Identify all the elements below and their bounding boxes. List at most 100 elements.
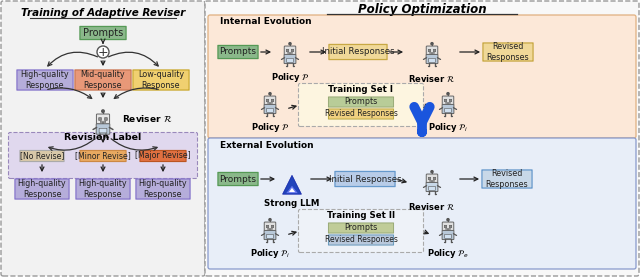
Circle shape	[269, 93, 271, 95]
Text: Revised
Responses: Revised Responses	[486, 169, 528, 189]
FancyBboxPatch shape	[76, 179, 130, 199]
Text: High-quality
Response: High-quality Response	[20, 70, 69, 90]
FancyBboxPatch shape	[449, 99, 452, 102]
Text: Policy Optimization: Policy Optimization	[358, 2, 486, 16]
FancyBboxPatch shape	[268, 102, 273, 104]
Circle shape	[447, 93, 449, 95]
Text: [Major Revise]: [Major Revise]	[135, 152, 191, 160]
FancyBboxPatch shape	[264, 222, 276, 231]
FancyBboxPatch shape	[97, 114, 109, 124]
FancyBboxPatch shape	[426, 174, 438, 183]
FancyBboxPatch shape	[291, 49, 294, 52]
FancyBboxPatch shape	[298, 83, 424, 127]
FancyBboxPatch shape	[328, 97, 394, 107]
FancyBboxPatch shape	[444, 225, 447, 228]
Text: Prompts: Prompts	[220, 175, 257, 183]
FancyBboxPatch shape	[218, 45, 258, 58]
FancyBboxPatch shape	[335, 171, 395, 186]
FancyBboxPatch shape	[140, 150, 186, 161]
FancyBboxPatch shape	[96, 124, 110, 134]
FancyBboxPatch shape	[271, 225, 274, 228]
FancyBboxPatch shape	[429, 180, 435, 181]
FancyBboxPatch shape	[266, 225, 269, 228]
Text: Training of Adaptive Reviser: Training of Adaptive Reviser	[21, 8, 185, 18]
Text: External Evolution: External Evolution	[220, 142, 314, 150]
FancyBboxPatch shape	[328, 109, 394, 119]
FancyBboxPatch shape	[429, 186, 435, 190]
Text: High-quality
Response: High-quality Response	[18, 179, 67, 199]
FancyBboxPatch shape	[264, 104, 276, 114]
Text: Low-quality
Response: Low-quality Response	[138, 70, 184, 90]
Circle shape	[102, 110, 104, 112]
Circle shape	[447, 219, 449, 221]
Text: Policy $\mathcal{P}$: Policy $\mathcal{P}$	[271, 71, 310, 84]
FancyBboxPatch shape	[426, 183, 438, 192]
FancyBboxPatch shape	[428, 49, 431, 52]
Text: Policy $\mathcal{P}_i$: Policy $\mathcal{P}_i$	[428, 122, 468, 135]
FancyBboxPatch shape	[433, 177, 436, 179]
FancyBboxPatch shape	[104, 118, 108, 120]
Text: [Minor Revise]: [Minor Revise]	[75, 152, 131, 160]
Text: Policy $\mathcal{P}$: Policy $\mathcal{P}$	[250, 122, 289, 135]
FancyBboxPatch shape	[271, 99, 274, 102]
FancyBboxPatch shape	[428, 177, 431, 179]
FancyBboxPatch shape	[442, 96, 454, 105]
FancyBboxPatch shape	[286, 49, 289, 52]
FancyBboxPatch shape	[442, 104, 454, 114]
FancyBboxPatch shape	[328, 223, 394, 233]
Polygon shape	[289, 188, 295, 192]
FancyBboxPatch shape	[329, 44, 387, 60]
Text: Reviser $\mathcal{R}$: Reviser $\mathcal{R}$	[122, 114, 172, 124]
Text: Initial Responses: Initial Responses	[322, 47, 394, 57]
Circle shape	[431, 171, 433, 173]
FancyBboxPatch shape	[80, 26, 126, 40]
Text: High-quality
Response: High-quality Response	[79, 179, 127, 199]
FancyBboxPatch shape	[80, 150, 126, 161]
FancyBboxPatch shape	[218, 173, 258, 186]
Text: Policy $\mathcal{P}_e$: Policy $\mathcal{P}_e$	[427, 248, 469, 260]
Circle shape	[431, 43, 433, 45]
Circle shape	[269, 219, 271, 221]
FancyBboxPatch shape	[133, 70, 189, 90]
FancyBboxPatch shape	[75, 70, 131, 90]
FancyBboxPatch shape	[1, 1, 205, 276]
FancyBboxPatch shape	[287, 58, 293, 62]
FancyBboxPatch shape	[100, 121, 106, 123]
FancyBboxPatch shape	[445, 228, 451, 230]
Text: +: +	[98, 45, 108, 58]
Text: Prompts: Prompts	[344, 224, 378, 232]
Text: Reviser $\mathcal{R}$: Reviser $\mathcal{R}$	[408, 73, 456, 83]
FancyBboxPatch shape	[429, 58, 435, 62]
FancyBboxPatch shape	[433, 49, 436, 52]
Text: Mid-quality
Response: Mid-quality Response	[81, 70, 125, 90]
FancyBboxPatch shape	[298, 209, 424, 253]
FancyBboxPatch shape	[426, 46, 438, 55]
FancyBboxPatch shape	[287, 52, 292, 53]
FancyBboxPatch shape	[445, 102, 451, 104]
FancyBboxPatch shape	[328, 235, 394, 245]
Text: [No Revise]: [No Revise]	[20, 152, 64, 160]
Text: Revised
Responses: Revised Responses	[486, 42, 529, 62]
FancyBboxPatch shape	[264, 230, 276, 240]
FancyBboxPatch shape	[99, 118, 101, 120]
FancyBboxPatch shape	[99, 128, 107, 133]
Text: Strong LLM: Strong LLM	[264, 199, 320, 209]
FancyBboxPatch shape	[136, 179, 190, 199]
FancyBboxPatch shape	[208, 15, 636, 138]
FancyBboxPatch shape	[444, 99, 447, 102]
Text: Training Set I: Training Set I	[328, 86, 394, 94]
Circle shape	[289, 43, 291, 45]
Text: Revised Responses: Revised Responses	[324, 235, 397, 245]
FancyBboxPatch shape	[429, 52, 435, 53]
Text: Reviser $\mathcal{R}$: Reviser $\mathcal{R}$	[408, 201, 456, 212]
Text: Revision Label: Revision Label	[65, 132, 141, 142]
FancyBboxPatch shape	[426, 55, 438, 63]
Polygon shape	[282, 175, 301, 194]
FancyBboxPatch shape	[482, 170, 532, 188]
Text: Initial Responses: Initial Responses	[329, 175, 401, 183]
FancyBboxPatch shape	[17, 70, 73, 90]
FancyBboxPatch shape	[284, 46, 296, 55]
Text: Prompts: Prompts	[344, 98, 378, 106]
FancyBboxPatch shape	[442, 230, 454, 240]
FancyBboxPatch shape	[449, 225, 452, 228]
